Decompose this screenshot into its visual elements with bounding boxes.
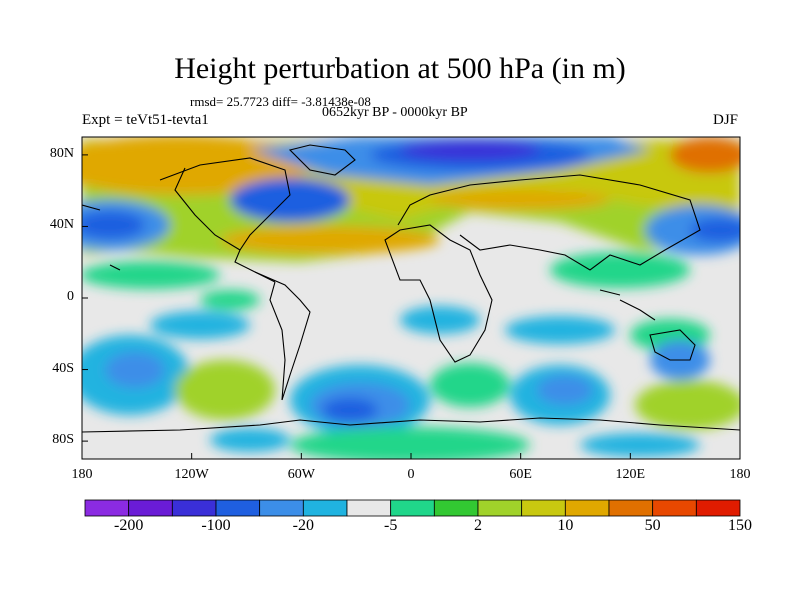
colorbar-swatch <box>84 499 130 517</box>
colorbar-label: 150 <box>728 517 752 534</box>
colorbar-label: -200 <box>113 517 144 534</box>
x-tick-label: 120W <box>174 467 209 482</box>
x-axis-ticks <box>81 453 741 459</box>
colorbar-label: 50 <box>644 517 661 534</box>
y-tick-label: 80S <box>52 432 74 448</box>
x-tick-label: 120E <box>615 467 646 482</box>
colorbar <box>84 499 741 517</box>
colorbar-swatch <box>128 499 173 517</box>
x-tick-label: 0 <box>407 467 415 482</box>
y-tick-label: 40S <box>52 360 74 376</box>
colorbar-label: -100 <box>201 517 231 534</box>
coastlines <box>82 144 740 433</box>
colorbar-swatch <box>302 499 348 517</box>
colorbar-swatch <box>433 499 479 517</box>
colorbar-label: 2 <box>474 517 482 534</box>
rmsd-subtitle: rmsd= 25.7723 diff= -3.81438e-08 <box>190 94 371 109</box>
x-tick-label: 180 <box>729 467 751 482</box>
y-axis-ticks <box>82 154 88 442</box>
y-tick-label: 40N <box>49 217 74 233</box>
colorbar-swatch <box>695 499 741 517</box>
colorbar-swatch <box>477 499 523 517</box>
contour-field <box>82 137 740 459</box>
colorbar-swatch <box>171 499 217 517</box>
map-title: Height perturbation at 500 hPa (in m) <box>174 52 626 85</box>
colorbar-label: -20 <box>292 517 314 534</box>
colorbar-swatch <box>215 499 261 517</box>
experiment-label: Expt = teVt51-tevta1 <box>82 112 209 128</box>
x-tick-label: 180 <box>71 467 93 482</box>
colorbar-swatch <box>259 499 304 517</box>
colorbar-swatch <box>608 499 654 517</box>
period-subtitle: 0652kyr BP - 0000kyr BP <box>322 105 468 120</box>
colorbar-label: 10 <box>557 517 574 534</box>
colorbar-swatch <box>521 499 566 517</box>
y-tick-label: 80N <box>49 145 74 161</box>
colorbar-label: -5 <box>383 517 398 534</box>
colorbar-swatch <box>346 499 392 517</box>
x-tick-label: 60W <box>287 467 315 482</box>
x-tick-label: 60E <box>509 467 532 482</box>
colorbar-swatch <box>564 499 610 517</box>
colorbar-swatch <box>652 499 697 517</box>
y-tick-label: 0 <box>67 289 74 304</box>
season-label: DJF <box>713 112 739 128</box>
colorbar-swatch <box>390 499 435 517</box>
